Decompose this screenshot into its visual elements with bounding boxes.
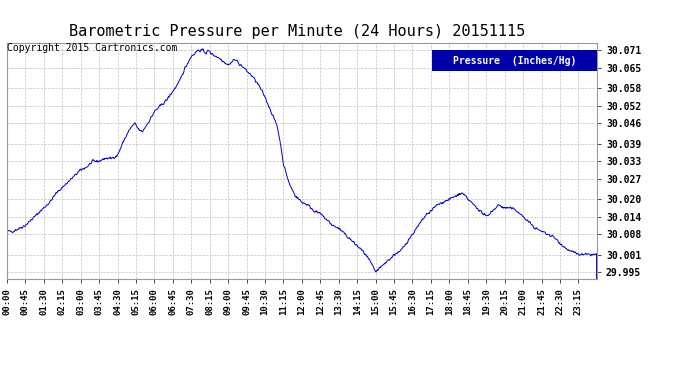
Text: Barometric Pressure per Minute (24 Hours) 20151115: Barometric Pressure per Minute (24 Hours… — [68, 24, 525, 39]
Text: Copyright 2015 Cartronics.com: Copyright 2015 Cartronics.com — [7, 43, 177, 53]
